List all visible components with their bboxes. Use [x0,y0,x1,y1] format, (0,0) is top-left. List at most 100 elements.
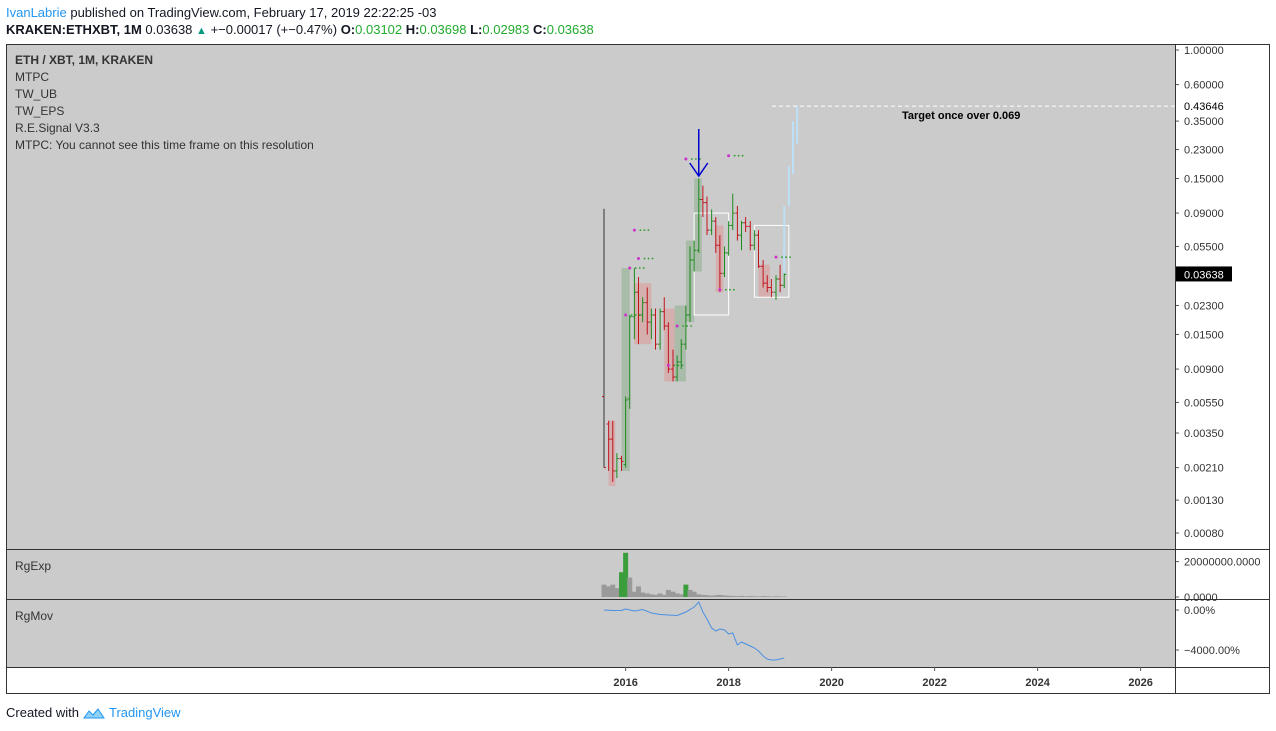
publish-info: IvanLabrie published on TradingView.com,… [6,5,437,20]
signal-dot-trail [732,288,735,291]
signal-dot-trail [733,154,736,157]
candle [696,178,701,253]
candle [610,420,615,482]
rgexp-bar [657,593,663,597]
rgexp-bar [726,595,732,597]
signal-dot-trail [643,257,646,260]
rgexp-bar [661,594,667,597]
signal-dot [624,313,628,317]
price-pane[interactable]: Target once over 0.069 1.00000 0.60000 0.35… [602,45,1232,540]
candle [709,209,714,236]
projection-bar [796,105,799,144]
x-tick-label: 2016 [613,677,637,689]
last-price: 0.03638 [145,22,193,37]
tradingview-link[interactable]: TradingView [108,705,181,720]
signal-dot [727,154,731,158]
rgexp-bar [619,572,625,597]
rgexp-bar [674,593,680,597]
rgexp-bar [627,577,633,597]
candle [713,216,718,253]
y-tick-label: 0.00350 [1184,428,1224,440]
close-label: C: [533,22,547,37]
rgmov-line [603,601,785,661]
change-value: +−0.00017 (+−0.47%) [210,22,338,37]
rgexp-bar [722,595,728,597]
candle [645,287,650,335]
footer: Created with TradingView [6,705,181,720]
candle [679,339,684,370]
x-tick-label: 2022 [922,677,946,689]
rgexp-bar [678,594,684,597]
rgmov-pane[interactable]: 0.00% −4000.00% [603,601,1240,661]
rgexp-bar [730,595,736,597]
signal-dot [632,228,636,232]
open-value: 0.03102 [355,22,403,37]
target-annotation: Target once over 0.069 [902,110,1020,122]
signal-zone [664,308,675,382]
y-tick-label: 0.00550 [1184,397,1224,409]
last-price-badge: 0.03638 [1184,269,1224,281]
candle [765,275,770,293]
rgexp-bar [670,591,676,597]
y-tick-label: 0.15000 [1184,173,1224,185]
signal-dot-trail [677,364,680,367]
y-tick-label: 0.05500 [1184,241,1224,253]
rgexp-bar [636,586,642,597]
rgexp-bar [760,596,766,597]
signal-dot-trail [694,158,697,160]
signal-dot-trail [638,314,641,316]
high-value: 0.03698 [419,22,467,37]
high-label: H: [405,22,420,37]
candle [769,279,774,298]
candle [649,308,654,340]
rgexp-bar [704,595,710,597]
candle [756,230,761,269]
signal-dot [675,324,679,328]
signal-dot-trail [785,256,787,259]
signal-zone [694,178,702,272]
rgexp-title: RgExp [15,559,51,573]
candle [735,205,740,241]
panel-background [6,44,1175,667]
y-tick-label: 0.00080 [1184,528,1224,540]
signal-dot-trail [639,229,642,232]
candle [671,349,676,382]
rgexp-bar [717,594,723,597]
candle [739,221,744,251]
y-tick-label: 0.60000 [1184,80,1224,92]
signal-dot-trail [724,288,727,291]
signal-dot-trail [647,257,650,260]
ohlc-header: KRAKEN:ETHXBT, 1M 0.03638 ▲ +−0.00017 (+… [6,22,594,37]
candle [774,275,779,300]
rgexp-bar [665,589,671,597]
rgexp-bar [756,596,761,597]
rgexp-y-label: 0.0000 [1184,592,1218,604]
legend-title: ETH / XBT, 1M, KRAKEN [15,53,153,67]
rgexp-bar [709,595,715,597]
last-price-badge-bg [1176,266,1232,282]
candle [692,240,697,272]
symbol-label: KRAKEN:ETHXBT, 1M [6,22,142,37]
candle [726,221,731,256]
signal-dot-trail [682,325,685,327]
candle [748,221,753,251]
signal-dot-trail [651,257,654,260]
signal-dot-trail [737,154,740,157]
signal-dot [666,363,670,367]
rgmov-title: RgMov [15,609,53,623]
signal-arrow-head [689,162,709,178]
pane-borders: 2016 2018 2020 2022 2024 2026 [6,44,1270,694]
published-text: published on TradingView.com, February 1… [70,5,437,20]
rgexp-bar [751,596,757,597]
rgexp-bar [696,594,702,597]
rgexp-pane[interactable]: 20000000.0000 0.0000 [601,552,1261,604]
signal-dot-trail [642,267,645,269]
y-tick-label: 0.02300 [1184,301,1224,313]
legend-indicator: MTPC: You cannot see this time frame on … [15,138,314,152]
rgexp-bar [781,596,787,597]
signal-dot-trail [728,288,731,291]
candle [658,308,663,350]
author-link[interactable]: IvanLabrie [6,5,67,20]
signal-dot [628,266,632,270]
